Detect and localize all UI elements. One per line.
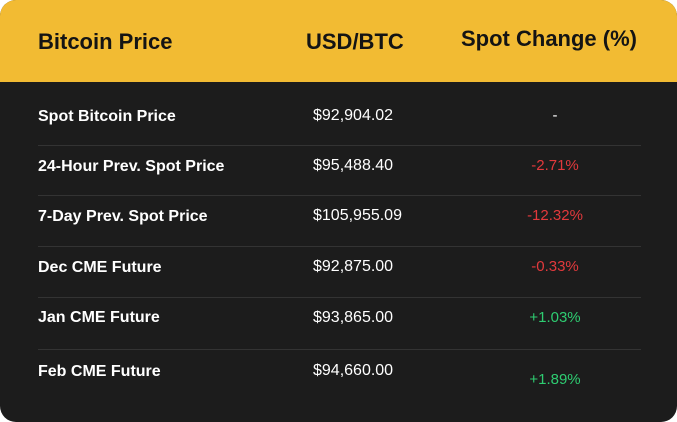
row-label: Dec CME Future (38, 259, 162, 276)
table-row: Jan CME Future $93,865.00 +1.03% (0, 298, 677, 348)
row-divider (38, 297, 641, 298)
table-row: Feb CME Future $94,660.00 +1.89% (0, 350, 677, 400)
row-price: $105,955.09 (313, 207, 402, 224)
table-header: Bitcoin Price USD/BTC Spot Change (%) (0, 0, 677, 82)
header-bitcoin-price: Bitcoin Price (38, 29, 173, 54)
row-change: -0.33% (531, 258, 579, 275)
row-change: - (552, 107, 558, 124)
row-price: $94,660.00 (313, 362, 394, 379)
row-divider (38, 145, 641, 146)
row-divider (38, 195, 641, 196)
row-label: Spot Bitcoin Price (38, 108, 176, 125)
row-change: -12.32% (527, 207, 583, 224)
row-label: Jan CME Future (38, 309, 160, 326)
table-row: 24-Hour Prev. Spot Price $95,488.40 -2.7… (0, 146, 677, 196)
row-change: +1.03% (529, 309, 581, 326)
table-row: Spot Bitcoin Price $92,904.02 - (0, 94, 677, 144)
header-spot-change: Spot Change (%) (461, 26, 637, 51)
row-price: $95,488.40 (313, 157, 394, 174)
table-row: 7-Day Prev. Spot Price $105,955.09 -12.3… (0, 196, 677, 246)
row-price: $92,904.02 (313, 107, 394, 124)
row-label: Feb CME Future (38, 363, 161, 380)
row-label: 24-Hour Prev. Spot Price (38, 158, 225, 175)
row-divider (38, 349, 641, 350)
row-price: $92,875.00 (313, 258, 394, 275)
row-price: $93,865.00 (313, 309, 394, 326)
row-change: +1.89% (529, 371, 581, 388)
header-usd-btc: USD/BTC (306, 29, 404, 54)
row-change: -2.71% (531, 157, 579, 174)
row-divider (38, 246, 641, 247)
table-row: Dec CME Future $92,875.00 -0.33% (0, 247, 677, 297)
row-label: 7-Day Prev. Spot Price (38, 208, 208, 225)
